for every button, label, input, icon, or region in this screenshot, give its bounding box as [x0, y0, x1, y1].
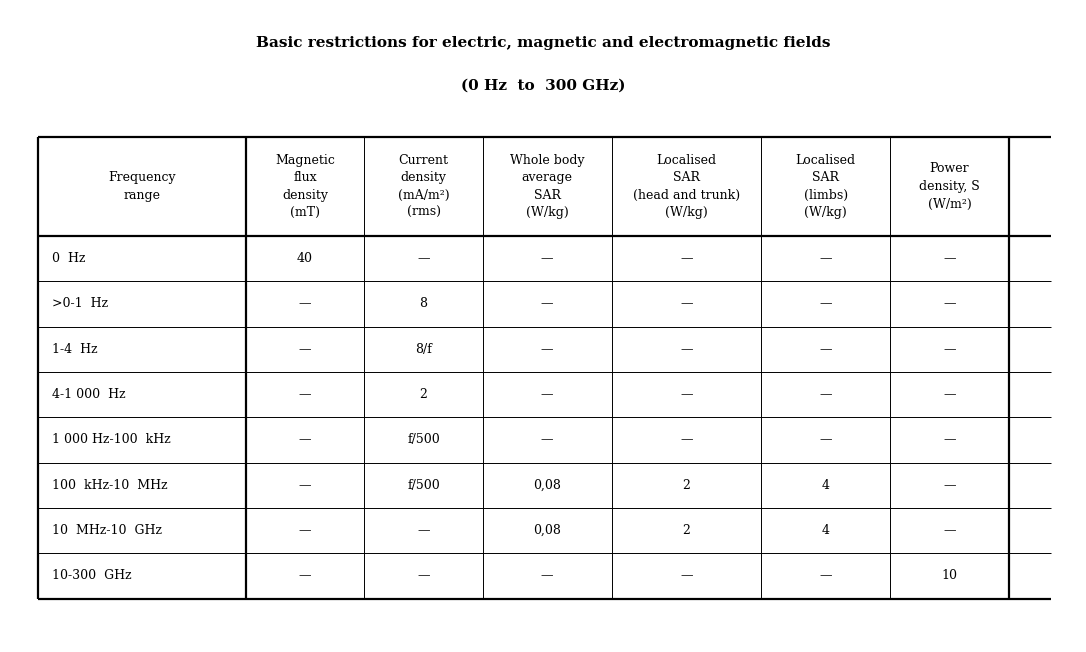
Text: —: —	[943, 343, 956, 356]
Text: Basic restrictions for electric, magnetic and electromagnetic fields: Basic restrictions for electric, magneti…	[255, 36, 831, 50]
Text: 2: 2	[419, 388, 428, 401]
Text: 1-4  Hz: 1-4 Hz	[52, 343, 98, 356]
Text: —: —	[943, 388, 956, 401]
Text: 8: 8	[419, 297, 428, 310]
Text: 40: 40	[296, 252, 313, 265]
Text: —: —	[417, 524, 430, 537]
Text: f/500: f/500	[407, 434, 440, 447]
Text: —: —	[299, 388, 312, 401]
Text: —: —	[541, 434, 554, 447]
Text: —: —	[943, 524, 956, 537]
Text: (0 Hz  to  300 GHz): (0 Hz to 300 GHz)	[460, 78, 626, 92]
Text: 4: 4	[822, 524, 830, 537]
Text: —: —	[943, 252, 956, 265]
Text: 0,08: 0,08	[533, 524, 561, 537]
Text: 2: 2	[682, 524, 691, 537]
Text: —: —	[417, 252, 430, 265]
Text: f/500: f/500	[407, 479, 440, 492]
Text: 10  MHz-10  GHz: 10 MHz-10 GHz	[52, 524, 162, 537]
Text: —: —	[417, 569, 430, 582]
Text: —: —	[680, 343, 693, 356]
Text: 100  kHz-10  MHz: 100 kHz-10 MHz	[52, 479, 167, 492]
Text: —: —	[541, 252, 554, 265]
Text: 4-1 000  Hz: 4-1 000 Hz	[52, 388, 126, 401]
Text: Magnetic
flux
density
(mT): Magnetic flux density (mT)	[275, 154, 334, 219]
Text: —: —	[299, 434, 312, 447]
Text: —: —	[943, 297, 956, 310]
Text: 8/f: 8/f	[415, 343, 432, 356]
Text: Whole body
average
SAR
(W/kg): Whole body average SAR (W/kg)	[509, 154, 584, 219]
Text: 10: 10	[942, 569, 958, 582]
Text: —: —	[820, 569, 832, 582]
Text: —: —	[299, 297, 312, 310]
Text: —: —	[680, 434, 693, 447]
Text: —: —	[943, 479, 956, 492]
Text: —: —	[680, 252, 693, 265]
Text: —: —	[680, 388, 693, 401]
Text: —: —	[820, 252, 832, 265]
Text: —: —	[820, 388, 832, 401]
Text: —: —	[541, 297, 554, 310]
Text: 4: 4	[822, 479, 830, 492]
Text: —: —	[943, 434, 956, 447]
Text: —: —	[541, 569, 554, 582]
Text: —: —	[299, 569, 312, 582]
Text: Current
density
(mA/m²)
(rms): Current density (mA/m²) (rms)	[397, 154, 450, 219]
Text: 2: 2	[682, 479, 691, 492]
Text: —: —	[299, 524, 312, 537]
Text: —: —	[299, 479, 312, 492]
Text: Localised
SAR
(head and trunk)
(W/kg): Localised SAR (head and trunk) (W/kg)	[633, 154, 740, 219]
Text: —: —	[680, 569, 693, 582]
Text: Frequency
range: Frequency range	[108, 171, 176, 201]
Text: 1 000 Hz-100  kHz: 1 000 Hz-100 kHz	[52, 434, 171, 447]
Text: Localised
SAR
(limbs)
(W/kg): Localised SAR (limbs) (W/kg)	[796, 154, 856, 219]
Text: 10-300  GHz: 10-300 GHz	[52, 569, 131, 582]
Text: —: —	[541, 388, 554, 401]
Text: 0  Hz: 0 Hz	[52, 252, 86, 265]
Text: —: —	[541, 343, 554, 356]
Text: —: —	[820, 434, 832, 447]
Text: —: —	[680, 297, 693, 310]
Text: 0,08: 0,08	[533, 479, 561, 492]
Text: >0-1  Hz: >0-1 Hz	[52, 297, 109, 310]
Text: —: —	[299, 343, 312, 356]
Text: —: —	[820, 343, 832, 356]
Text: —: —	[820, 297, 832, 310]
Text: Power
density, S
(W/m²): Power density, S (W/m²)	[919, 162, 980, 211]
